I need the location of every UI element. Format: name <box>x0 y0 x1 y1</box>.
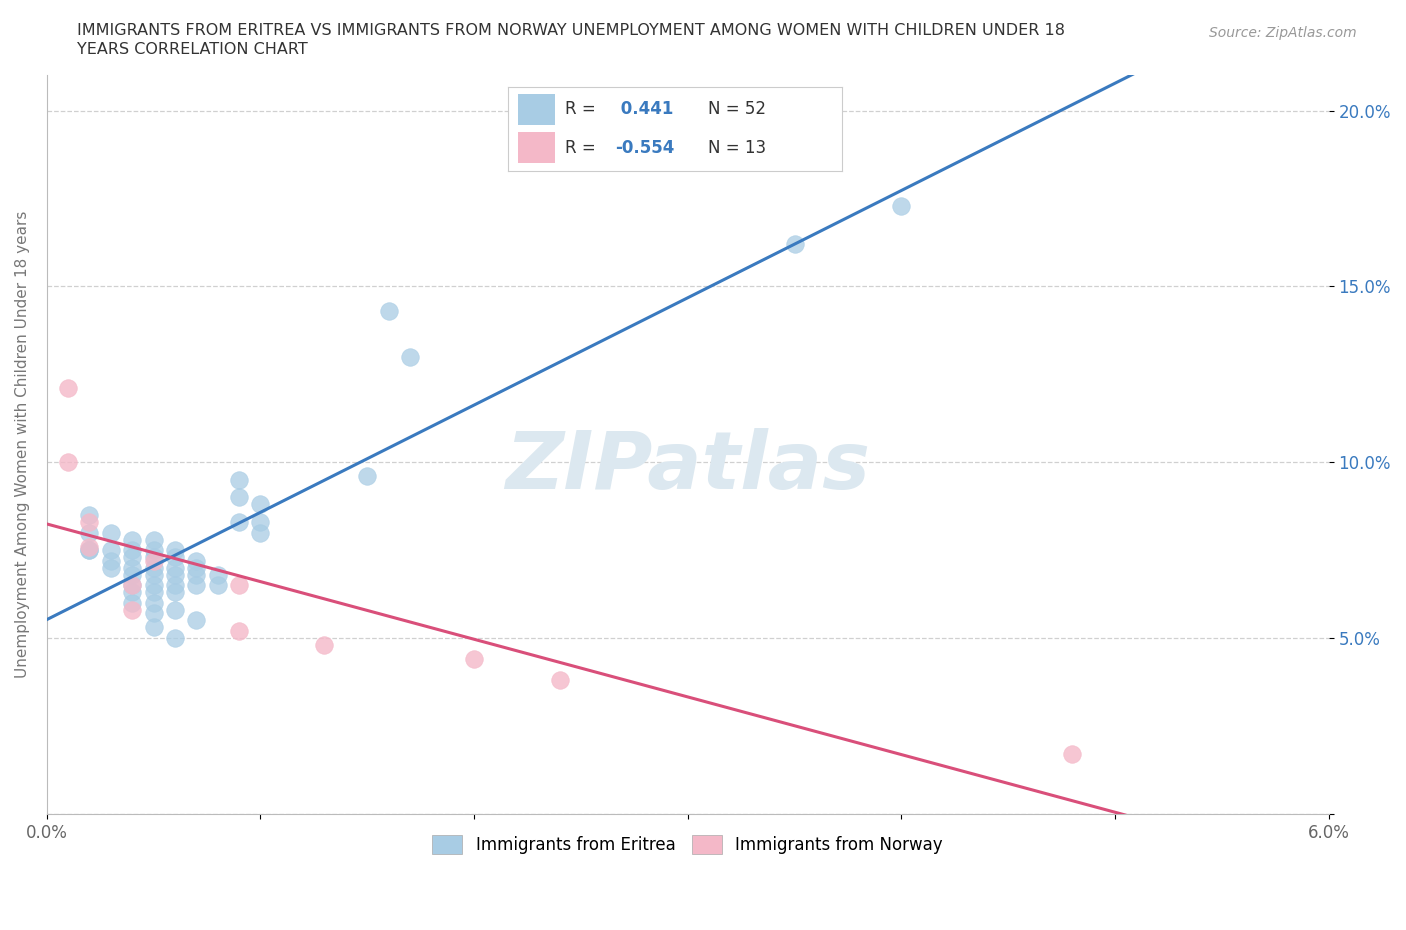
Point <box>121 603 143 618</box>
Point <box>79 514 101 529</box>
Y-axis label: Unemployment Among Women with Children Under 18 years: Unemployment Among Women with Children U… <box>15 211 30 678</box>
Point <box>121 578 143 592</box>
Point <box>377 303 399 318</box>
Point <box>463 652 485 667</box>
Text: IMMIGRANTS FROM ERITREA VS IMMIGRANTS FROM NORWAY UNEMPLOYMENT AMONG WOMEN WITH : IMMIGRANTS FROM ERITREA VS IMMIGRANTS FR… <box>77 23 1066 38</box>
Point <box>79 539 101 554</box>
Point <box>163 585 186 600</box>
Point <box>121 560 143 575</box>
Point <box>356 469 378 484</box>
Point <box>228 472 250 487</box>
Point <box>142 578 165 592</box>
Point <box>207 567 229 582</box>
Point <box>783 237 806 252</box>
Point <box>548 672 571 687</box>
Point <box>56 381 79 396</box>
Point <box>79 525 101 540</box>
Point <box>142 595 165 610</box>
Point <box>100 525 122 540</box>
Point <box>399 350 422 365</box>
Point <box>249 514 271 529</box>
Point <box>186 578 208 592</box>
Point <box>228 514 250 529</box>
Point <box>163 560 186 575</box>
Point <box>121 595 143 610</box>
Point <box>1062 747 1084 762</box>
Point <box>249 497 271 512</box>
Point <box>186 567 208 582</box>
Point <box>163 567 186 582</box>
Point <box>142 553 165 568</box>
Point <box>121 532 143 547</box>
Point <box>186 613 208 628</box>
Point <box>100 553 122 568</box>
Point <box>121 550 143 565</box>
Legend: Immigrants from Eritrea, Immigrants from Norway: Immigrants from Eritrea, Immigrants from… <box>426 829 949 861</box>
Point <box>121 567 143 582</box>
Point <box>142 620 165 635</box>
Point <box>228 578 250 592</box>
Point <box>142 543 165 558</box>
Point <box>228 490 250 505</box>
Point <box>56 455 79 470</box>
Point <box>121 578 143 592</box>
Point <box>228 623 250 638</box>
Point <box>79 543 101 558</box>
Point <box>142 532 165 547</box>
Point <box>163 631 186 645</box>
Point <box>186 553 208 568</box>
Point <box>79 543 101 558</box>
Text: YEARS CORRELATION CHART: YEARS CORRELATION CHART <box>77 42 308 57</box>
Point <box>100 560 122 575</box>
Point <box>142 585 165 600</box>
Point <box>100 543 122 558</box>
Point <box>314 638 336 653</box>
Point <box>163 543 186 558</box>
Point <box>121 543 143 558</box>
Point <box>142 567 165 582</box>
Point <box>142 550 165 565</box>
Point <box>142 606 165 621</box>
Point <box>142 560 165 575</box>
Point <box>121 585 143 600</box>
Point <box>163 603 186 618</box>
Text: ZIPatlas: ZIPatlas <box>505 428 870 506</box>
Point <box>207 578 229 592</box>
Point <box>79 508 101 523</box>
Point <box>163 550 186 565</box>
Text: Source: ZipAtlas.com: Source: ZipAtlas.com <box>1209 26 1357 40</box>
Point <box>186 560 208 575</box>
Point <box>249 525 271 540</box>
Point <box>163 578 186 592</box>
Point <box>890 198 912 213</box>
